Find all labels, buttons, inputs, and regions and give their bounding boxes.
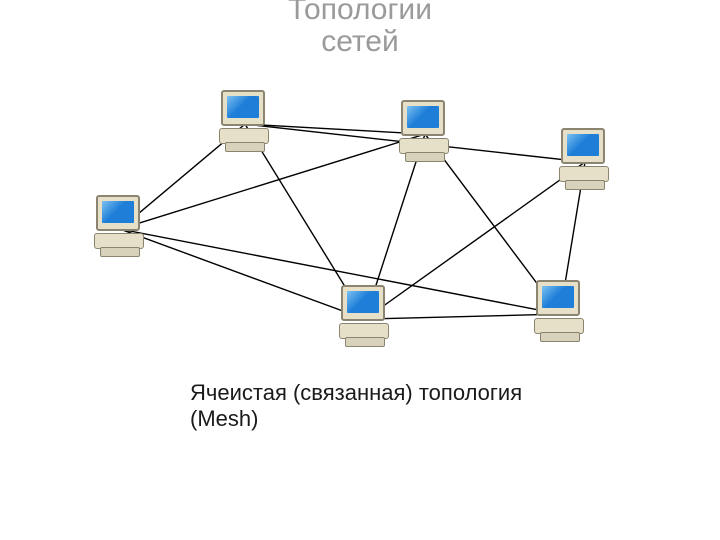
computer-icon [555, 128, 615, 190]
computer-node [335, 285, 395, 347]
keyboard [345, 337, 385, 347]
monitor [221, 90, 265, 126]
title-line-2: сетей [0, 26, 720, 58]
monitor [401, 100, 445, 136]
computer-node [215, 90, 275, 152]
diagram-stage: { "title": { "line1": "Топологии", "line… [0, 0, 720, 540]
computer-icon [90, 195, 150, 257]
keyboard [565, 180, 605, 190]
computer-node [90, 195, 150, 257]
keyboard [225, 142, 265, 152]
monitor [96, 195, 140, 231]
page-title: Топологии сетей [0, 0, 720, 57]
screen [407, 106, 439, 128]
computer-icon [335, 285, 395, 347]
monitor [341, 285, 385, 321]
computer-node [530, 280, 590, 342]
screen [542, 286, 574, 308]
monitor [536, 280, 580, 316]
computer-node [395, 100, 455, 162]
caption-line-1: Ячеистая (связанная) топология [190, 380, 522, 406]
screen [347, 291, 379, 313]
computer-icon [215, 90, 275, 152]
mesh-edges [0, 0, 720, 540]
computer-icon [530, 280, 590, 342]
monitor [561, 128, 605, 164]
screen [227, 96, 259, 118]
title-line-1: Топологии [0, 0, 720, 26]
screen [102, 201, 134, 223]
caption-line-2: (Mesh) [190, 406, 522, 432]
keyboard [100, 247, 140, 257]
edge [120, 229, 365, 319]
keyboard [540, 332, 580, 342]
keyboard [405, 152, 445, 162]
computer-node [555, 128, 615, 190]
screen [567, 134, 599, 156]
diagram-caption: Ячеистая (связанная) топология (Mesh) [190, 380, 522, 432]
computer-icon [395, 100, 455, 162]
